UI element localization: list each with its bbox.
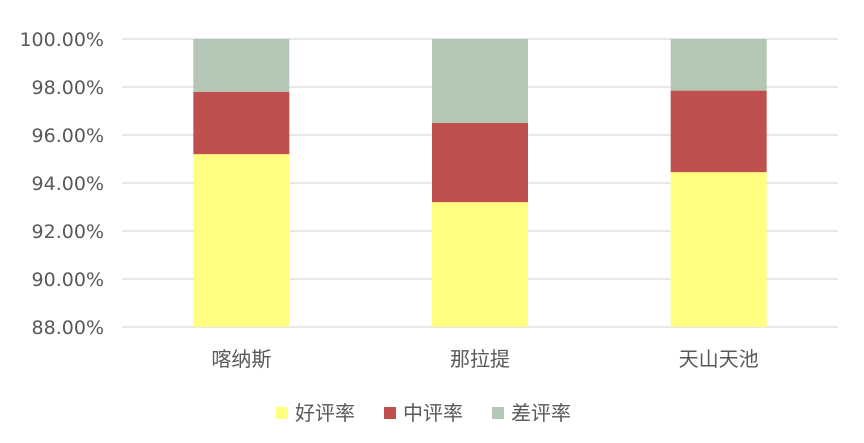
y-tick-label: 100.00%: [19, 29, 104, 51]
y-axis-tick-labels: 88.00% 90.00% 92.00% 94.00% 96.00% 98.00% 100.…: [19, 29, 104, 339]
bar-segment: [432, 202, 528, 327]
bar-segment: [670, 39, 767, 91]
legend-label: 好评率: [295, 401, 355, 425]
y-tick-label: 92.00%: [32, 221, 104, 243]
bar-segment: [670, 172, 767, 327]
y-tick-label: 90.00%: [32, 269, 104, 291]
bar-segment: [432, 123, 528, 203]
y-tick-label: 94.00%: [32, 173, 104, 195]
legend-item: 中评率: [384, 401, 463, 425]
bar-segment: [670, 90, 767, 173]
legend-label: 中评率: [403, 401, 463, 425]
legend-swatch: [384, 407, 396, 419]
x-category-label: 那拉提: [450, 347, 510, 371]
legend-swatch: [492, 407, 504, 419]
bar-segment: [432, 39, 528, 123]
x-category-label: 天山天池: [679, 347, 759, 371]
legend: 好评率 中评率 差评率: [276, 401, 571, 425]
x-category-label: 喀纳斯: [211, 347, 271, 371]
legend-item: 好评率: [276, 401, 355, 425]
y-tick-label: 88.00%: [32, 317, 104, 339]
bar-segment: [193, 91, 290, 155]
y-tick-label: 98.00%: [32, 77, 104, 99]
legend-swatch: [276, 407, 288, 419]
bars: [193, 39, 767, 327]
legend-label: 差评率: [511, 401, 571, 425]
legend-item: 差评率: [492, 401, 571, 425]
x-axis-category-labels: 喀纳斯 那拉提 天山天池: [211, 347, 758, 371]
y-tick-label: 96.00%: [32, 125, 104, 147]
bar-segment: [193, 39, 290, 92]
bar-segment: [193, 154, 290, 327]
